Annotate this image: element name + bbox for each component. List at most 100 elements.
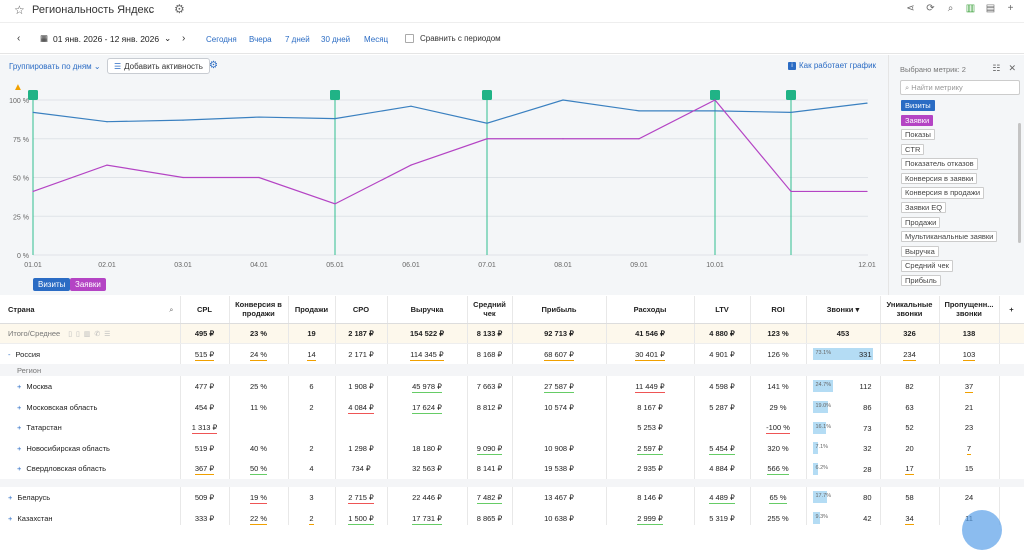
data-point xyxy=(562,138,564,140)
add-activity-button[interactable]: ☰ Добавить активность xyxy=(107,58,210,74)
metric-chip[interactable]: Показатель отказов xyxy=(901,158,978,170)
table-cell: 4 884 ₽ xyxy=(694,458,751,480)
table-cell: 5 287 ₽ xyxy=(694,396,751,418)
cell-value: 2 187 ₽ xyxy=(348,328,374,338)
period-today[interactable]: Сегодня xyxy=(206,35,237,44)
close-icon[interactable]: ✕ xyxy=(1008,63,1016,73)
row-name-label: Казахстан xyxy=(17,513,53,523)
metric-search-input[interactable]: ⌕ Найти метрику xyxy=(900,80,1020,95)
chevron-down-icon[interactable]: ⌄ xyxy=(148,5,156,15)
expand-icon[interactable]: + xyxy=(17,381,22,391)
next-period-button[interactable]: › xyxy=(182,33,186,44)
cell-value: 24 xyxy=(964,492,974,502)
legend-visits[interactable]: Визиты xyxy=(33,278,71,291)
metric-list: Визиты Заявки Показы CTR Показатель отказов К… xyxy=(901,100,998,287)
period-7-days[interactable]: 7 дней xyxy=(285,35,310,44)
expand-icon[interactable]: + xyxy=(8,513,13,523)
table-header-row: Страна ⌕ CPL Конверсия в продажи Продажи CPO В… xyxy=(0,296,1024,324)
column-header[interactable]: Продажи xyxy=(288,296,336,324)
date-range-picker[interactable]: ▦ 01 янв. 2026 - 12 янв. 2026 ⌄ xyxy=(40,33,171,44)
table-row[interactable]: + Беларусь 509 ₽ 19 % 3 2 715 ₽ 22 446 ₽ 7 482 … xyxy=(0,487,1024,508)
table-cell: 495 ₽ xyxy=(180,323,230,345)
total-row[interactable]: Итого/Среднее ▯ ▯ ▥ ✆ ☰ 495 ₽ 23 % 19 2 187 ₽… xyxy=(0,323,1024,345)
column-header[interactable]: CPL xyxy=(180,296,230,324)
expand-icon[interactable]: + xyxy=(17,423,22,433)
column-header[interactable]: Уникальные звонки xyxy=(880,296,940,324)
table-row[interactable]: + Казахстан 333 ₽ 22 % 2 1 500 ₽ 17 731 ₽ 8 865… xyxy=(0,507,1024,525)
report-title[interactable]: Региональность Яндекс xyxy=(32,4,155,16)
table-row[interactable]: + Свердловская область 367 ₽ 50 % 4 734 ₽ 32 5… xyxy=(0,458,1024,480)
table-cell: 92 713 ₽ xyxy=(512,323,607,345)
metric-chip[interactable]: Мультиканальные заявки xyxy=(901,231,998,243)
expand-icon[interactable]: + xyxy=(17,464,22,474)
activity-marker xyxy=(710,90,720,100)
metric-chip[interactable]: Заявки xyxy=(901,114,934,126)
table-row[interactable]: + Новосибирская область 519 ₽ 40 % 2 1 298 ₽ 1… xyxy=(0,437,1024,459)
list-view-icon[interactable]: ☷ xyxy=(992,63,1001,73)
metric-chip[interactable]: CTR xyxy=(901,143,925,155)
metric-chip[interactable]: Прибыль xyxy=(901,274,941,287)
compare-toggle[interactable]: Сравнить с периодом xyxy=(405,34,501,43)
metric-chip[interactable]: Продажи xyxy=(901,216,941,228)
compare-checkbox[interactable] xyxy=(405,34,414,43)
column-header[interactable]: Страна ⌕ xyxy=(0,296,181,324)
column-header[interactable]: Расходы xyxy=(606,296,695,324)
warning-icon[interactable]: ▲ xyxy=(13,82,23,93)
gear-icon[interactable]: ⚙ xyxy=(174,2,185,16)
search-icon[interactable]: ⌕ xyxy=(169,304,174,314)
table-cell: 4 084 ₽ xyxy=(335,396,388,418)
table-cell: 45 978 ₽ xyxy=(387,376,468,397)
star-icon[interactable]: ☆ xyxy=(14,3,25,17)
metric-chip[interactable]: Заявки EQ xyxy=(901,202,947,214)
table-row[interactable]: + Татарстан 1 313 ₽ 5 253 ₽ -100 % 16.1% 73 52 2… xyxy=(0,417,1024,438)
help-chat-button[interactable] xyxy=(962,510,1002,550)
data-point xyxy=(32,111,34,113)
cell-value: 92 713 ₽ xyxy=(544,328,574,338)
how-chart-works-link[interactable]: i Как работает график xyxy=(788,61,876,70)
cell-value: 52 xyxy=(905,423,914,433)
column-header[interactable]: Конверсия в продажи xyxy=(229,296,289,324)
table-row[interactable]: + Москва 477 ₽ 25 % 6 1 908 ₽ 45 978 ₽ 7 663 ₽ 2… xyxy=(0,376,1024,397)
excel-icon[interactable]: ▤ xyxy=(985,3,996,14)
table-cell xyxy=(999,396,1024,418)
chart-settings-icon[interactable]: ⚙ xyxy=(209,60,218,71)
period-30-days[interactable]: 30 дней xyxy=(321,35,351,44)
metric-chip[interactable]: Выручка xyxy=(901,245,939,257)
column-header[interactable]: CPO xyxy=(335,296,388,324)
column-header[interactable]: ROI xyxy=(750,296,807,324)
metric-chip[interactable]: Конверсия в заявки xyxy=(901,172,978,185)
table-cell: 27 587 ₽ xyxy=(512,376,607,397)
share-icon[interactable]: ⋖ xyxy=(906,3,915,14)
plus-icon[interactable]: + xyxy=(1007,3,1014,14)
chart-icon[interactable]: ▥ xyxy=(965,3,976,14)
period-yesterday[interactable]: Вчера xyxy=(249,35,272,44)
metric-chip[interactable]: Показы xyxy=(901,129,935,141)
add-column-button[interactable]: + xyxy=(999,296,1024,324)
search-icon[interactable]: ⌕ xyxy=(947,3,954,14)
prev-period-button[interactable]: ‹ xyxy=(17,33,21,44)
row-tool-icons[interactable]: ▯ ▯ ▥ ✆ ☰ xyxy=(68,330,112,338)
expand-icon[interactable]: + xyxy=(17,443,22,453)
table-row[interactable]: + Московская область 454 ₽ 11 % 2 4 084 ₽ 17 6… xyxy=(0,396,1024,418)
sidebar-scrollbar[interactable] xyxy=(1018,123,1021,243)
legend-leads[interactable]: Заявки xyxy=(70,278,106,291)
refresh-icon[interactable]: ⟳ xyxy=(926,3,935,14)
period-month[interactable]: Месяц xyxy=(364,35,389,44)
column-header[interactable]: Пропущенн... звонки xyxy=(939,296,1000,324)
metric-chip[interactable]: Средний чек xyxy=(901,260,953,272)
metric-chip[interactable]: Визиты xyxy=(901,100,935,112)
expand-icon[interactable]: + xyxy=(8,492,13,502)
calls-bar: 16.1% 73 xyxy=(812,421,874,434)
expand-icon[interactable]: + xyxy=(17,402,22,412)
column-header[interactable]: Средний чек xyxy=(467,296,513,324)
cell-value: 68 607 ₽ xyxy=(544,349,574,361)
collapse-icon[interactable]: - xyxy=(8,349,11,359)
group-by-dropdown[interactable]: Группировать по дням ⌄ xyxy=(9,62,101,71)
table-cell: 255 % xyxy=(750,507,807,525)
column-header[interactable]: Звонки ▾ xyxy=(806,296,881,324)
metric-chip[interactable]: Конверсия в продажи xyxy=(901,187,985,199)
column-header[interactable]: Выручка xyxy=(387,296,468,324)
column-header[interactable]: Прибыль xyxy=(512,296,607,324)
column-header[interactable]: LTV xyxy=(694,296,751,324)
table-row[interactable]: - Россия 515 ₽ 24 % 14 2 171 ₽ 114 345 ₽ 8 168 … xyxy=(0,343,1024,365)
